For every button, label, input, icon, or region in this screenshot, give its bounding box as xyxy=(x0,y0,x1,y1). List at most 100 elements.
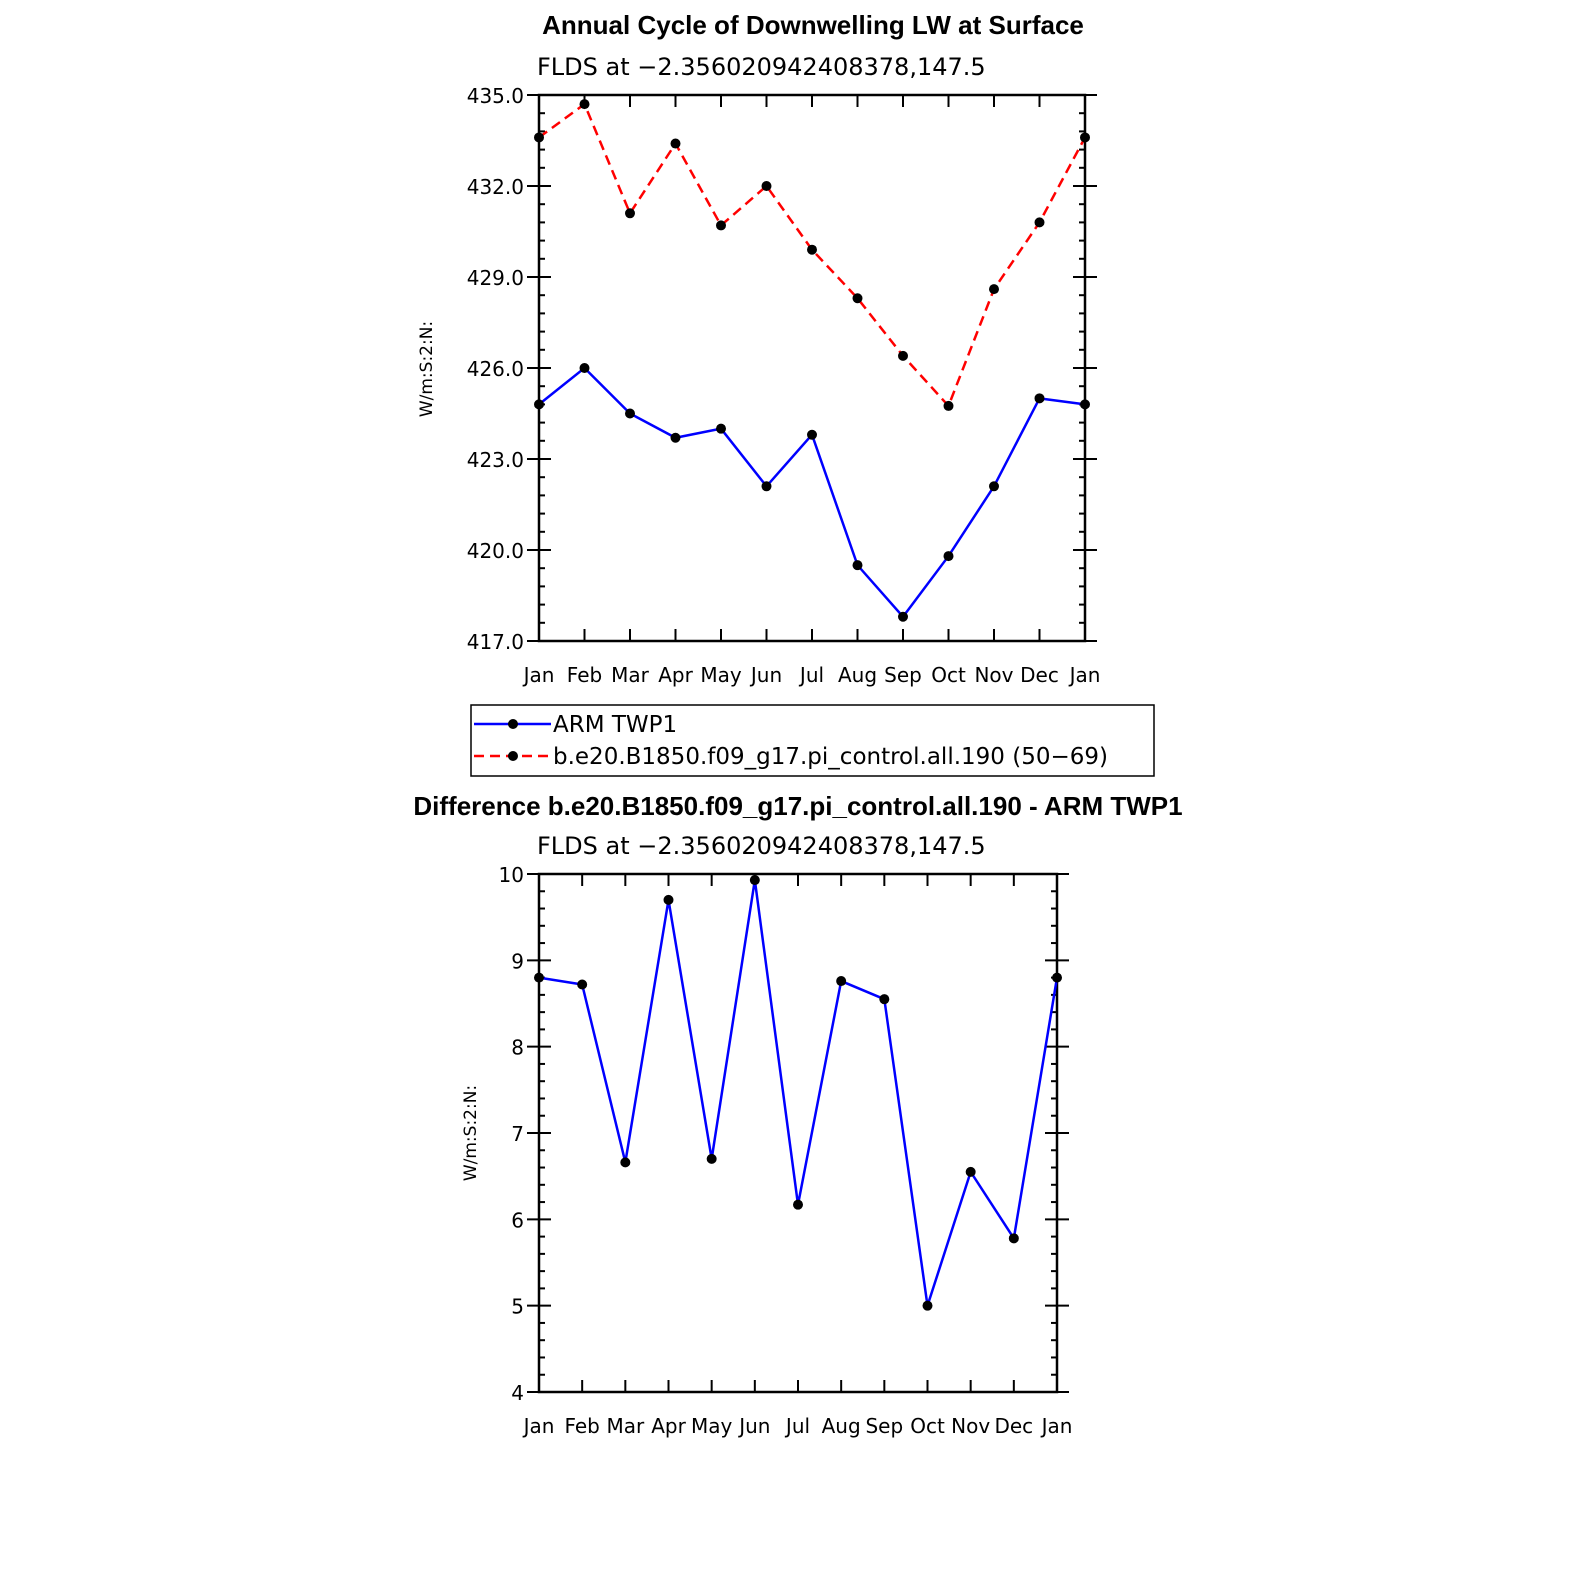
data-point xyxy=(716,423,726,434)
data-point xyxy=(852,560,863,571)
annual-cycle-chart: Annual Cycle of Downwelling LW at Surfac… xyxy=(417,10,1100,687)
data-point xyxy=(1008,1233,1019,1244)
data-point xyxy=(761,481,772,492)
x-tick-label: Oct xyxy=(931,663,966,687)
y-tick-label: 432.0 xyxy=(467,175,524,199)
series-group xyxy=(534,875,1062,1311)
plot-frame xyxy=(537,872,1059,1394)
x-tick-label: Jun xyxy=(737,1414,770,1438)
y-tick-label: 5 xyxy=(511,1295,524,1319)
data-point xyxy=(943,400,954,411)
data-point xyxy=(793,1199,803,1210)
data-point xyxy=(706,1153,717,1164)
data-point xyxy=(670,432,681,443)
chart-subtitle: FLDS at −2.356020942408378,147.5 xyxy=(537,832,986,860)
y-tick-label: 426.0 xyxy=(467,357,524,381)
series-line xyxy=(538,366,1086,619)
data-point xyxy=(1034,217,1045,228)
data-point xyxy=(663,894,674,905)
x-tick-label: Feb xyxy=(564,1414,599,1438)
y-tick-label: 4 xyxy=(511,1381,524,1405)
x-tick-label: Sep xyxy=(884,663,922,687)
data-point xyxy=(943,551,954,562)
data-point xyxy=(836,976,847,987)
data-point xyxy=(534,132,544,143)
x-tick-label: Jun xyxy=(749,663,782,687)
series-group xyxy=(534,99,1090,622)
data-point xyxy=(670,138,681,149)
data-point xyxy=(534,399,544,410)
data-point xyxy=(852,293,863,304)
series-line xyxy=(538,879,1059,1307)
x-tick-label: Jan xyxy=(522,1414,555,1438)
data-point xyxy=(749,875,760,886)
data-point xyxy=(1080,132,1090,143)
chart-title: Difference b.e20.B1850.f09_g17.pi_contro… xyxy=(413,791,1182,821)
x-tick-labels: Jan Feb Mar Apr May Jun Jul Aug Sep Oct Nov Dec Jan xyxy=(522,1414,1073,1438)
data-point xyxy=(965,1166,976,1177)
legend: ARM TWP1 b.e20.B1850.f09_g17.pi_control.… xyxy=(470,704,1155,777)
data-point xyxy=(879,994,890,1005)
plot-frame xyxy=(537,93,1087,643)
x-tick-label: Jan xyxy=(1040,1414,1073,1438)
x-tick-label: Mar xyxy=(611,663,650,687)
legend-label: b.e20.B1850.f09_g17.pi_control.all.190 (… xyxy=(553,744,1108,770)
x-tick-label: Jul xyxy=(784,1414,810,1438)
y-tick-label: 417.0 xyxy=(467,630,524,654)
legend-label: ARM TWP1 xyxy=(553,712,677,738)
x-tick-label: Sep xyxy=(865,1414,903,1438)
legend-box xyxy=(470,704,1155,777)
y-tick-label: 423.0 xyxy=(467,448,524,472)
y-tick-label: 8 xyxy=(511,1036,524,1060)
y-tick-label: 6 xyxy=(511,1208,524,1232)
axis-ticks xyxy=(527,873,1069,1393)
data-point xyxy=(1080,399,1090,410)
data-point xyxy=(1052,972,1062,983)
x-tick-label: May xyxy=(691,1414,733,1438)
y-axis-label: W/m:S:2:N: xyxy=(417,321,437,417)
y-tick-label: 429.0 xyxy=(467,266,524,290)
data-point xyxy=(898,611,908,622)
data-point xyxy=(922,1300,933,1311)
data-point xyxy=(761,181,772,191)
series-line xyxy=(538,102,1087,409)
difference-chart: Difference b.e20.B1850.f09_g17.pi_contro… xyxy=(413,791,1182,1438)
data-point xyxy=(1034,393,1045,404)
data-point xyxy=(989,284,999,295)
y-tick-label: 10 xyxy=(499,863,524,887)
y-tick-label: 7 xyxy=(511,1122,524,1146)
x-tick-label: Aug xyxy=(838,663,877,687)
x-tick-label: May xyxy=(700,663,742,687)
data-point xyxy=(579,99,590,110)
chart-title: Annual Cycle of Downwelling LW at Surfac… xyxy=(542,10,1084,40)
data-point xyxy=(577,979,588,990)
x-tick-label: Apr xyxy=(658,663,693,687)
x-tick-label: Mar xyxy=(606,1414,645,1438)
data-point xyxy=(625,408,635,419)
data-point xyxy=(807,429,817,440)
chart-subtitle: FLDS at −2.356020942408378,147.5 xyxy=(537,53,986,81)
x-tick-label: Dec xyxy=(1020,663,1059,687)
data-point xyxy=(579,363,590,373)
data-point xyxy=(807,244,817,255)
data-point xyxy=(898,350,908,361)
x-tick-label: Nov xyxy=(951,1414,990,1438)
data-point xyxy=(989,481,999,492)
y-tick-labels: 417.0 420.0 423.0 426.0 429.0 432.0 435.0 xyxy=(467,84,524,654)
x-tick-label: Aug xyxy=(822,1414,861,1438)
data-point xyxy=(620,1157,631,1168)
x-tick-label: Oct xyxy=(910,1414,945,1438)
x-tick-label: Nov xyxy=(974,663,1013,687)
legend-swatch-marker xyxy=(508,751,518,761)
x-tick-label: Feb xyxy=(567,663,602,687)
data-point xyxy=(625,208,635,219)
y-tick-label: 435.0 xyxy=(467,84,524,108)
x-tick-labels: Jan Feb Mar Apr May Jun Jul Aug Sep Oct Nov Dec Jan xyxy=(522,663,1101,687)
y-tick-labels: 4 5 6 7 8 9 10 xyxy=(499,863,524,1405)
y-tick-label: 420.0 xyxy=(467,539,524,563)
y-axis-label: W/m:S:2:N: xyxy=(461,1085,481,1181)
x-tick-label: Jul xyxy=(798,663,824,687)
x-tick-label: Jan xyxy=(1068,663,1101,687)
x-tick-label: Dec xyxy=(994,1414,1033,1438)
